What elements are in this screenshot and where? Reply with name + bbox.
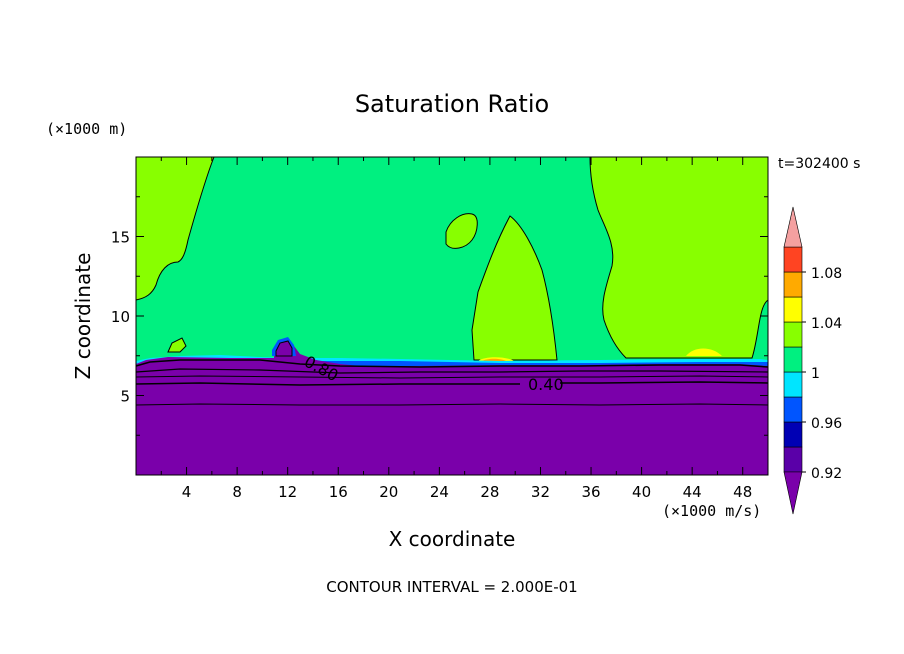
y-axis-label: Z coordinate	[71, 253, 95, 380]
contour-interval-footer: CONTOUR INTERVAL = 2.000E-01	[326, 578, 577, 596]
x-unit-label: (×1000 m/s)	[662, 502, 761, 520]
colorbar-swatch	[783, 271, 803, 298]
time-label: t=302400 s	[778, 156, 860, 172]
region-center-tower	[471, 215, 558, 361]
contour-line-020	[135, 403, 769, 406]
region-blob-center	[445, 213, 478, 249]
y-axis: 5 10 15	[111, 196, 768, 436]
contour-line-080	[135, 368, 769, 374]
y-tick-label: 10	[111, 308, 130, 326]
x-tick-label: 4	[182, 483, 192, 501]
x-tick-label: 48	[733, 483, 752, 501]
colorbar-label: 1.08	[811, 266, 842, 282]
x-tick-label: 32	[531, 483, 550, 501]
x-tick-label: 24	[430, 483, 449, 501]
y-tick-label: 5	[120, 388, 130, 406]
colorbar-label: 0.96	[811, 416, 842, 432]
dry-layer	[136, 338, 768, 475]
x-tick-label: 20	[379, 483, 398, 501]
colorbar-swatch	[783, 421, 803, 448]
x-tick-label: 40	[632, 483, 651, 501]
x-axis: 4 8 12 16 20 24 28 32 36 40 44 48	[160, 157, 752, 501]
x-tick-label: 44	[683, 483, 702, 501]
colorbar-under-arrow	[783, 471, 803, 515]
colorbar-swatch	[783, 371, 803, 398]
colorbar-swatch	[783, 396, 803, 423]
region-left-saturated	[135, 156, 215, 301]
contour-line-060	[135, 375, 769, 379]
x-tick-label: 28	[480, 483, 499, 501]
spot-orange-center	[482, 358, 506, 361]
colorbar: 0.92 0.96 1 1.04 1.08	[783, 206, 842, 515]
spot-yellow-right	[686, 348, 722, 356]
x-tick-label: 16	[329, 483, 348, 501]
x-axis-label: X coordinate	[389, 527, 516, 551]
x-tick-label: 36	[581, 483, 600, 501]
y-unit-label: (×1000 m)	[46, 120, 127, 138]
contour-line-040	[135, 381, 769, 386]
chart-title: Saturation Ratio	[355, 90, 549, 118]
plot-area: 0.80 0.40	[135, 156, 769, 476]
x-tick-label: 12	[278, 483, 297, 501]
x-tick-label: 8	[232, 483, 242, 501]
colorbar-label: 1	[811, 366, 820, 382]
region-small-left	[167, 337, 187, 353]
colorbar-swatch	[783, 346, 803, 373]
contour-line-top	[135, 359, 769, 368]
colorbar-over-arrow	[783, 206, 803, 248]
region-right-saturated	[589, 156, 769, 359]
colorbar-swatch	[783, 246, 803, 273]
bump-purple-12	[275, 340, 293, 357]
contour-label-040: 0.40	[528, 375, 564, 394]
colorbar-label: 1.04	[811, 316, 842, 332]
colorbar-label: 0.92	[811, 466, 842, 482]
colorbar-swatch	[783, 296, 803, 323]
colorbar-swatch	[783, 321, 803, 348]
colorbar-swatch	[783, 446, 803, 473]
y-tick-label: 15	[111, 229, 130, 247]
